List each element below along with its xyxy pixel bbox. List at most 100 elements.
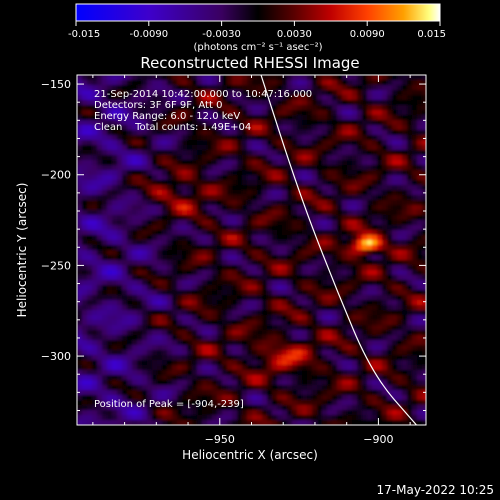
heat-cell [377,240,383,246]
heat-cell [402,385,408,391]
heat-cell [102,220,108,226]
heat-cell [137,380,143,386]
heat-cell [292,135,298,141]
heat-cell [232,215,238,221]
y-axis-label: Heliocentric Y (arcsec) [15,183,29,318]
heat-cell [132,340,138,346]
heat-cell [247,160,253,166]
heat-cell [407,105,413,111]
heat-cell [227,345,233,351]
heat-cell [397,340,403,346]
heat-cell [302,135,308,141]
heat-cell [212,185,218,191]
heat-cell [357,420,363,425]
heat-cell [172,85,178,91]
heat-cell [377,160,383,166]
heat-cell [357,250,363,256]
heat-cell [127,370,133,376]
heat-cell [307,375,313,381]
heat-cell [372,300,378,306]
heat-cell [402,250,408,256]
heat-cell [97,255,103,261]
heat-cell [402,105,408,111]
heat-cell [362,120,368,126]
heat-cell [107,160,113,166]
heat-cell [272,245,278,251]
heat-cell [367,385,373,391]
heat-cell [97,85,103,91]
heat-cell [227,255,233,261]
heat-cell [352,350,358,356]
heat-cell [352,190,358,196]
heat-cell [97,375,103,381]
heat-cell [277,235,283,241]
heat-cell [187,165,193,171]
heat-cell [277,320,283,326]
heat-cell [382,195,388,201]
heat-cell [322,420,328,425]
heat-cell [137,340,143,346]
heat-cell [377,300,383,306]
heat-cell [252,300,258,306]
heat-cell [292,230,298,236]
heat-cell [202,150,208,156]
heat-cell [152,340,158,346]
heat-cell [127,310,133,316]
heat-cell [82,165,88,171]
heat-cell [302,230,308,236]
heat-cell [287,190,293,196]
heat-cell [407,160,413,166]
heat-cell [302,190,308,196]
heat-cell [292,240,298,246]
heat-cell [302,80,308,86]
heat-cell [172,160,178,166]
heat-cell [307,185,313,191]
heat-cell [77,225,83,231]
heat-cell [402,155,408,161]
footer-date: 17-May-2022 10:25 [377,483,494,497]
heat-cell [97,180,103,186]
heat-cell [237,310,243,316]
heat-cell [212,215,218,221]
heat-cell [117,255,123,261]
heat-cell [287,245,293,251]
heat-cell [112,165,118,171]
heat-cell [187,375,193,381]
heat-cell [307,390,313,396]
heat-cell [232,105,238,111]
heat-cell [382,140,388,146]
heat-cell [312,110,318,116]
heat-cell [222,190,228,196]
heat-cell [132,360,138,366]
heat-cell [277,125,283,131]
heat-cell [387,255,393,261]
heat-cell [207,355,213,361]
heat-cell [332,195,338,201]
heat-cell [212,75,218,81]
heat-cell [372,185,378,191]
heat-cell [382,75,388,81]
heat-cell [367,285,373,291]
heat-cell [257,165,263,171]
heat-cell [87,335,93,341]
heat-cell [332,100,338,106]
heat-cell [142,260,148,266]
heat-cell [142,80,148,86]
heat-cell [107,95,113,101]
heat-cell [252,410,258,416]
heat-cell [397,325,403,331]
heat-cell [267,250,273,256]
heat-cell [147,385,153,391]
heat-cell [412,125,418,131]
heat-cell [242,80,248,86]
heat-cell [247,240,253,246]
heat-cell [332,250,338,256]
heat-cell [167,310,173,316]
heat-cell [362,310,368,316]
heat-cell [197,300,203,306]
heat-cell [302,220,308,226]
heat-cell [417,130,423,136]
heat-cell [127,275,133,281]
heat-cell [192,225,198,231]
heat-cell [377,415,383,421]
